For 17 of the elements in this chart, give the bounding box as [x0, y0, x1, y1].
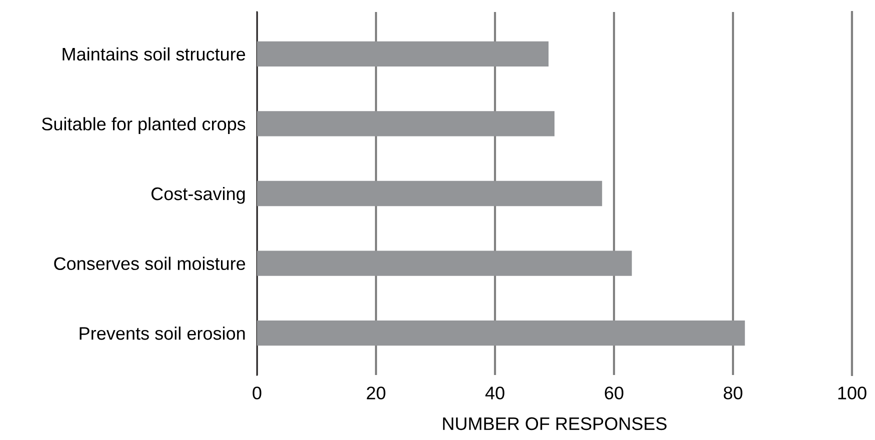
y-tick-label: Maintains soil structure [62, 47, 246, 61]
x-tick-label: 80 [724, 386, 742, 400]
x-tick-label: 60 [604, 386, 624, 400]
y-tick-label: Cost-saving [151, 186, 245, 204]
x-tick-label: 0 [252, 386, 262, 400]
x-tick-label: 40 [485, 386, 504, 400]
bar [257, 180, 602, 206]
bar [257, 111, 554, 136]
y-tick-label: Suitable for planted crops [42, 117, 246, 134]
x-tick-label: 20 [366, 386, 386, 400]
bar [257, 320, 745, 346]
bar [257, 41, 549, 66]
bar [257, 250, 632, 276]
x-axis-title: NUMBER OF RESPONSES [443, 417, 667, 430]
x-tick-label: 100 [838, 386, 866, 400]
y-tick-label: Prevents soil erosion [80, 326, 245, 340]
y-tick-label: Conserves soil moisture [54, 256, 246, 270]
